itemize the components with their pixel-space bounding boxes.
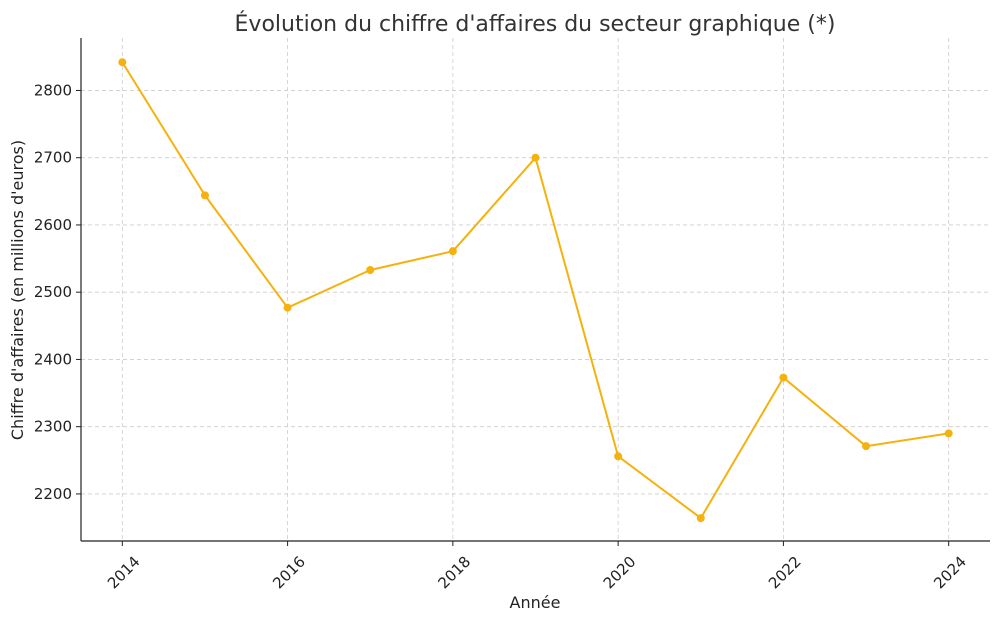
axes-layer	[80, 38, 990, 542]
data-point[interactable]	[944, 429, 953, 438]
y-tick-label: 2500	[34, 283, 72, 301]
data-point[interactable]	[366, 265, 375, 274]
data-point[interactable]	[200, 191, 209, 200]
y-tick-label: 2600	[34, 216, 72, 234]
y-tick-label: 2200	[34, 485, 72, 503]
x-tick-label: 2022	[765, 553, 805, 593]
data-point[interactable]	[531, 153, 540, 162]
x-tick-label: 2016	[269, 553, 309, 593]
y-axis-label: Chiffre d'affaires (en millions d'euros)	[8, 140, 27, 440]
x-tick-label: 2020	[600, 553, 640, 593]
x-tick-label: 2024	[930, 553, 970, 593]
y-tick-label: 2400	[34, 350, 72, 368]
x-axis-label: Année	[510, 593, 561, 612]
y-tick-label: 2300	[34, 418, 72, 436]
y-tick-label: 2700	[34, 149, 72, 167]
data-point[interactable]	[696, 514, 705, 523]
y-tick-label: 2800	[34, 81, 72, 99]
series-layer	[118, 58, 953, 523]
data-point[interactable]	[614, 452, 623, 461]
data-point[interactable]	[118, 58, 127, 67]
data-point[interactable]	[448, 247, 457, 256]
data-point[interactable]	[862, 442, 871, 451]
chart-title: Évolution du chiffre d'affaires du secte…	[235, 11, 836, 37]
x-tick-label: 2014	[104, 553, 144, 593]
x-tick-label: 2018	[434, 553, 474, 593]
series-line	[121, 61, 949, 520]
data-point[interactable]	[283, 303, 292, 312]
data-point[interactable]	[779, 373, 788, 382]
grid-layer	[81, 38, 990, 541]
